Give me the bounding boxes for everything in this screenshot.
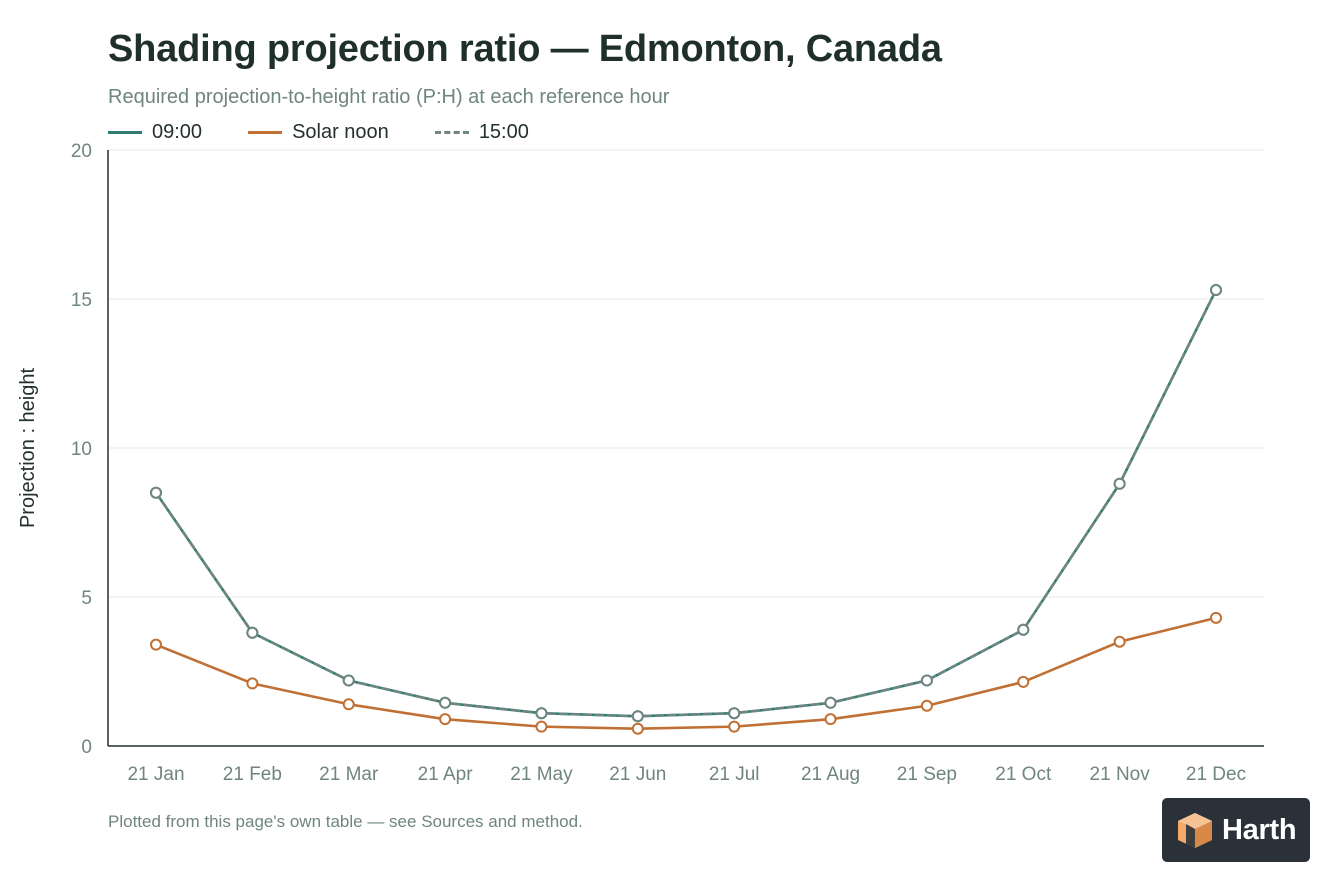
x-tick-label: 21 Jul xyxy=(709,764,760,785)
data-point-s1-10 xyxy=(1113,635,1126,648)
y-tick-label: 15 xyxy=(71,290,92,311)
data-point-s2-11 xyxy=(1210,284,1222,297)
y-tick-label: 10 xyxy=(71,439,92,460)
legend-item-solar-noon[interactable]: Solar noon xyxy=(248,121,389,144)
data-point-s1-7 xyxy=(824,713,837,726)
legend-label-solar-noon: Solar noon xyxy=(292,120,389,143)
data-point-s1-11 xyxy=(1210,611,1222,624)
x-tick-label: 21 Dec xyxy=(1186,764,1246,785)
data-point-s2-10 xyxy=(1113,477,1126,490)
x-tick-label: 21 Apr xyxy=(418,764,474,785)
data-point-s2-7 xyxy=(824,696,837,709)
data-point-s1-3 xyxy=(439,713,452,726)
x-tick-label: 21 Aug xyxy=(801,764,860,785)
legend-label-0900: 09:00 xyxy=(152,120,203,143)
x-tick-label: 21 Feb xyxy=(223,764,282,785)
x-tick-label: 21 May xyxy=(510,764,573,785)
data-point-s2-0 xyxy=(150,486,162,499)
y-tick-label: 5 xyxy=(81,588,92,609)
chart-subtitle: Required projection-to-height ratio (P:H… xyxy=(108,86,670,108)
x-tick-label: 21 Jun xyxy=(609,764,666,785)
data-point-s1-5 xyxy=(631,722,644,735)
logo-text: Harth xyxy=(1222,813,1297,846)
chart-legend: 09:00 Solar noon 15:00 xyxy=(108,120,575,144)
data-point-s2-8 xyxy=(920,674,933,687)
data-point-s2-3 xyxy=(439,696,452,709)
legend-swatch-0900 xyxy=(108,130,142,134)
chart-footnote: Plotted from this page's own table — see… xyxy=(108,812,583,831)
data-point-s2-1 xyxy=(246,626,259,639)
legend-swatch-1500 xyxy=(434,130,469,134)
data-point-s2-6 xyxy=(728,707,741,720)
data-point-s1-1 xyxy=(246,677,259,690)
data-point-s2-4 xyxy=(535,707,548,720)
data-point-s1-9 xyxy=(1017,675,1030,688)
series-line-0 xyxy=(154,288,1218,718)
legend-item-1500[interactable]: 15:00 xyxy=(434,120,529,144)
legend-swatch-solar-noon xyxy=(248,130,283,134)
y-tick-label: 0 xyxy=(81,737,92,758)
data-point-s2-9 xyxy=(1017,623,1030,636)
y-tick-label: 20 xyxy=(71,141,92,162)
x-tick-label: 21 Nov xyxy=(1090,764,1151,785)
data-point-s2-2 xyxy=(342,674,355,687)
series-line-1 xyxy=(154,616,1218,731)
data-point-s1-8 xyxy=(920,699,933,712)
y-axis-label: Projection : height xyxy=(17,368,39,529)
chart-title: Shading projection ratio — Edmonton, Can… xyxy=(108,28,942,70)
box-logo-icon xyxy=(1178,813,1212,848)
data-point-s1-6 xyxy=(728,720,741,733)
x-tick-label: 21 Jan xyxy=(127,764,184,785)
legend-item-0900[interactable]: 09:00 xyxy=(108,121,202,144)
legend-label-1500: 15:00 xyxy=(478,120,529,143)
data-point-s2-5 xyxy=(631,710,644,723)
x-tick-label: 21 Oct xyxy=(995,764,1052,785)
harth-logo[interactable]: Harth xyxy=(1162,798,1310,862)
data-point-s1-2 xyxy=(342,698,355,711)
x-tick-label: 21 Mar xyxy=(319,764,379,785)
data-point-s1-0 xyxy=(150,638,162,651)
data-point-s1-4 xyxy=(535,720,548,733)
series-line-2 xyxy=(154,288,1218,718)
x-tick-label: 21 Sep xyxy=(897,764,957,785)
